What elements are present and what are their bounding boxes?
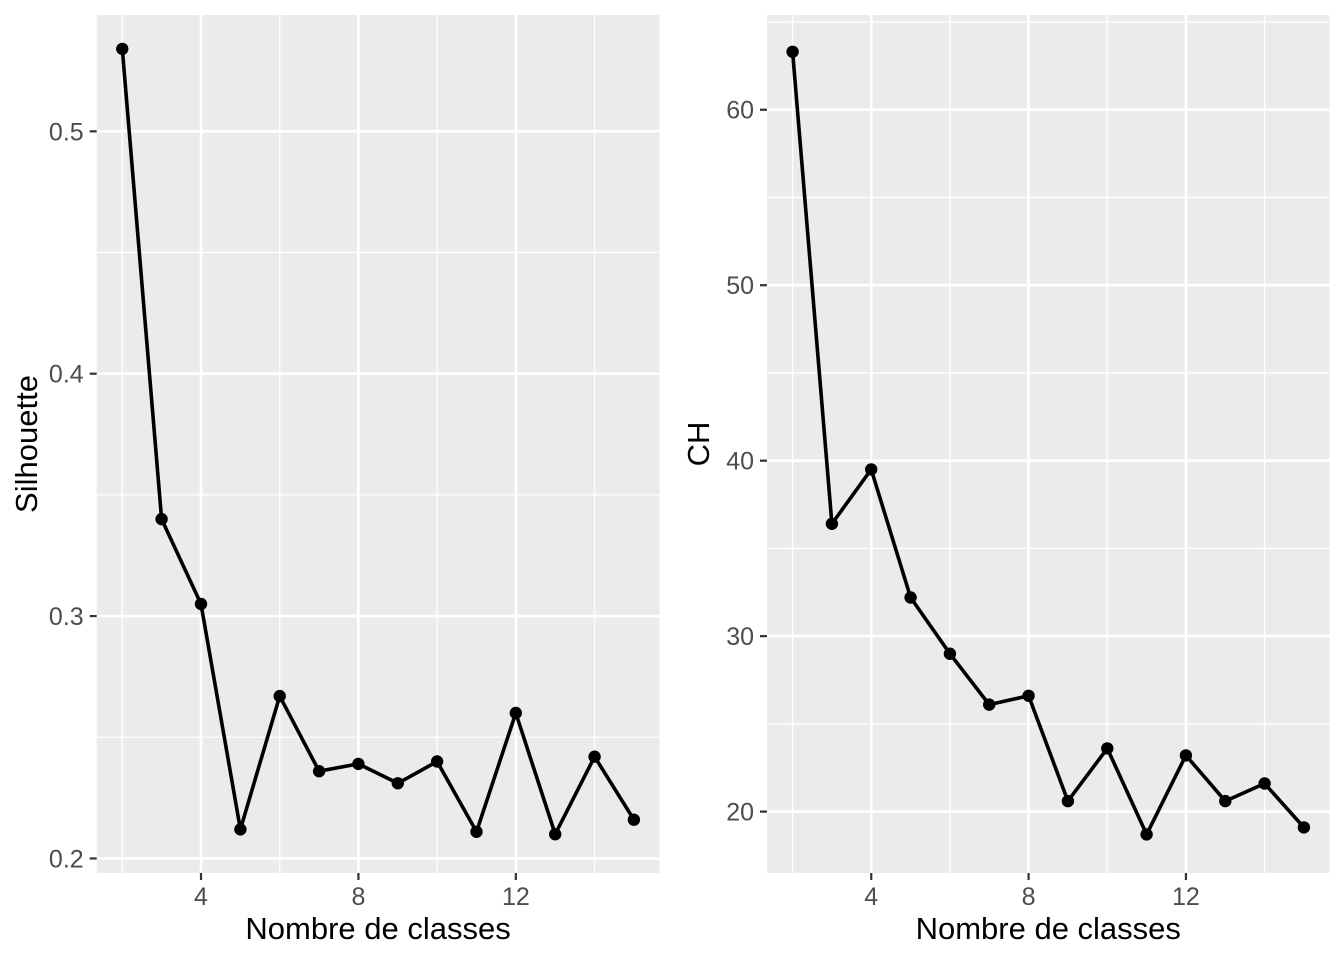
- data-point: [155, 512, 168, 526]
- data-point: [904, 591, 917, 604]
- data-point: [234, 823, 247, 836]
- plot-panel: [96, 15, 660, 873]
- y-tick-label: 30: [726, 623, 754, 651]
- data-point: [470, 825, 483, 838]
- x-tick-label: 8: [1022, 883, 1036, 911]
- data-point: [1061, 794, 1075, 808]
- data-point: [194, 597, 208, 611]
- data-point: [430, 755, 444, 768]
- data-point: [1140, 828, 1153, 841]
- x-tick-label: 8: [351, 883, 365, 911]
- data-point: [549, 828, 562, 841]
- x-tick-label: 4: [864, 883, 878, 911]
- y-tick-label: 60: [726, 97, 754, 125]
- y-axis-title: Silhouette: [9, 375, 44, 513]
- x-axis-title: Nombre de classes: [916, 911, 1181, 946]
- y-tick-label: 0.4: [49, 361, 84, 389]
- data-point: [273, 689, 286, 703]
- y-axis-title: CH: [681, 422, 716, 467]
- data-point: [116, 42, 129, 56]
- x-axis-title: Nombre de classes: [245, 911, 510, 946]
- x-tick-label: 4: [194, 883, 208, 911]
- data-point: [943, 647, 957, 660]
- silhouette-chart: 4 8 12 0.2 0.3 0.4 0.5 Nombre de classes Silhoue…: [9, 15, 660, 946]
- y-tick-label: 40: [726, 448, 754, 476]
- plot-panel: [767, 15, 1330, 873]
- data-point: [588, 750, 601, 763]
- data-point: [1101, 742, 1114, 755]
- data-point: [312, 765, 326, 778]
- data-point: [786, 45, 799, 58]
- y-tick-label: 50: [726, 272, 754, 300]
- y-tick-label: 0.3: [49, 603, 84, 631]
- data-point: [1219, 794, 1232, 808]
- ch-chart: 4 8 12 20 30 40 50 60 Nombre de classes CH: [672, 0, 1344, 960]
- y-tick-label: 20: [726, 799, 754, 827]
- data-point: [1022, 689, 1035, 702]
- data-point: [391, 777, 404, 790]
- data-line: [120, 48, 636, 837]
- y-tick-label: 0.5: [49, 118, 84, 146]
- data-point: [1258, 777, 1271, 790]
- data-point: [627, 813, 641, 826]
- data-point: [352, 757, 365, 771]
- silhouette-chart-canvas: 4 8 12 0.2 0.3 0.4 0.5 Nombre de classes Silhoue…: [9, 15, 660, 946]
- data-point: [509, 706, 522, 720]
- x-tick-label: 12: [1172, 883, 1200, 911]
- data-line: [790, 51, 1306, 837]
- y-tick-label: 0.2: [49, 845, 84, 873]
- data-point: [983, 698, 996, 711]
- data-point: [1179, 749, 1193, 762]
- ch-chart-canvas: 4 8 12 20 30 40 50 60 Nombre de classes CH: [681, 15, 1330, 946]
- x-tick-label: 12: [502, 883, 530, 911]
- data-point: [865, 463, 878, 476]
- data-point: [1297, 821, 1311, 834]
- data-point: [825, 517, 839, 530]
